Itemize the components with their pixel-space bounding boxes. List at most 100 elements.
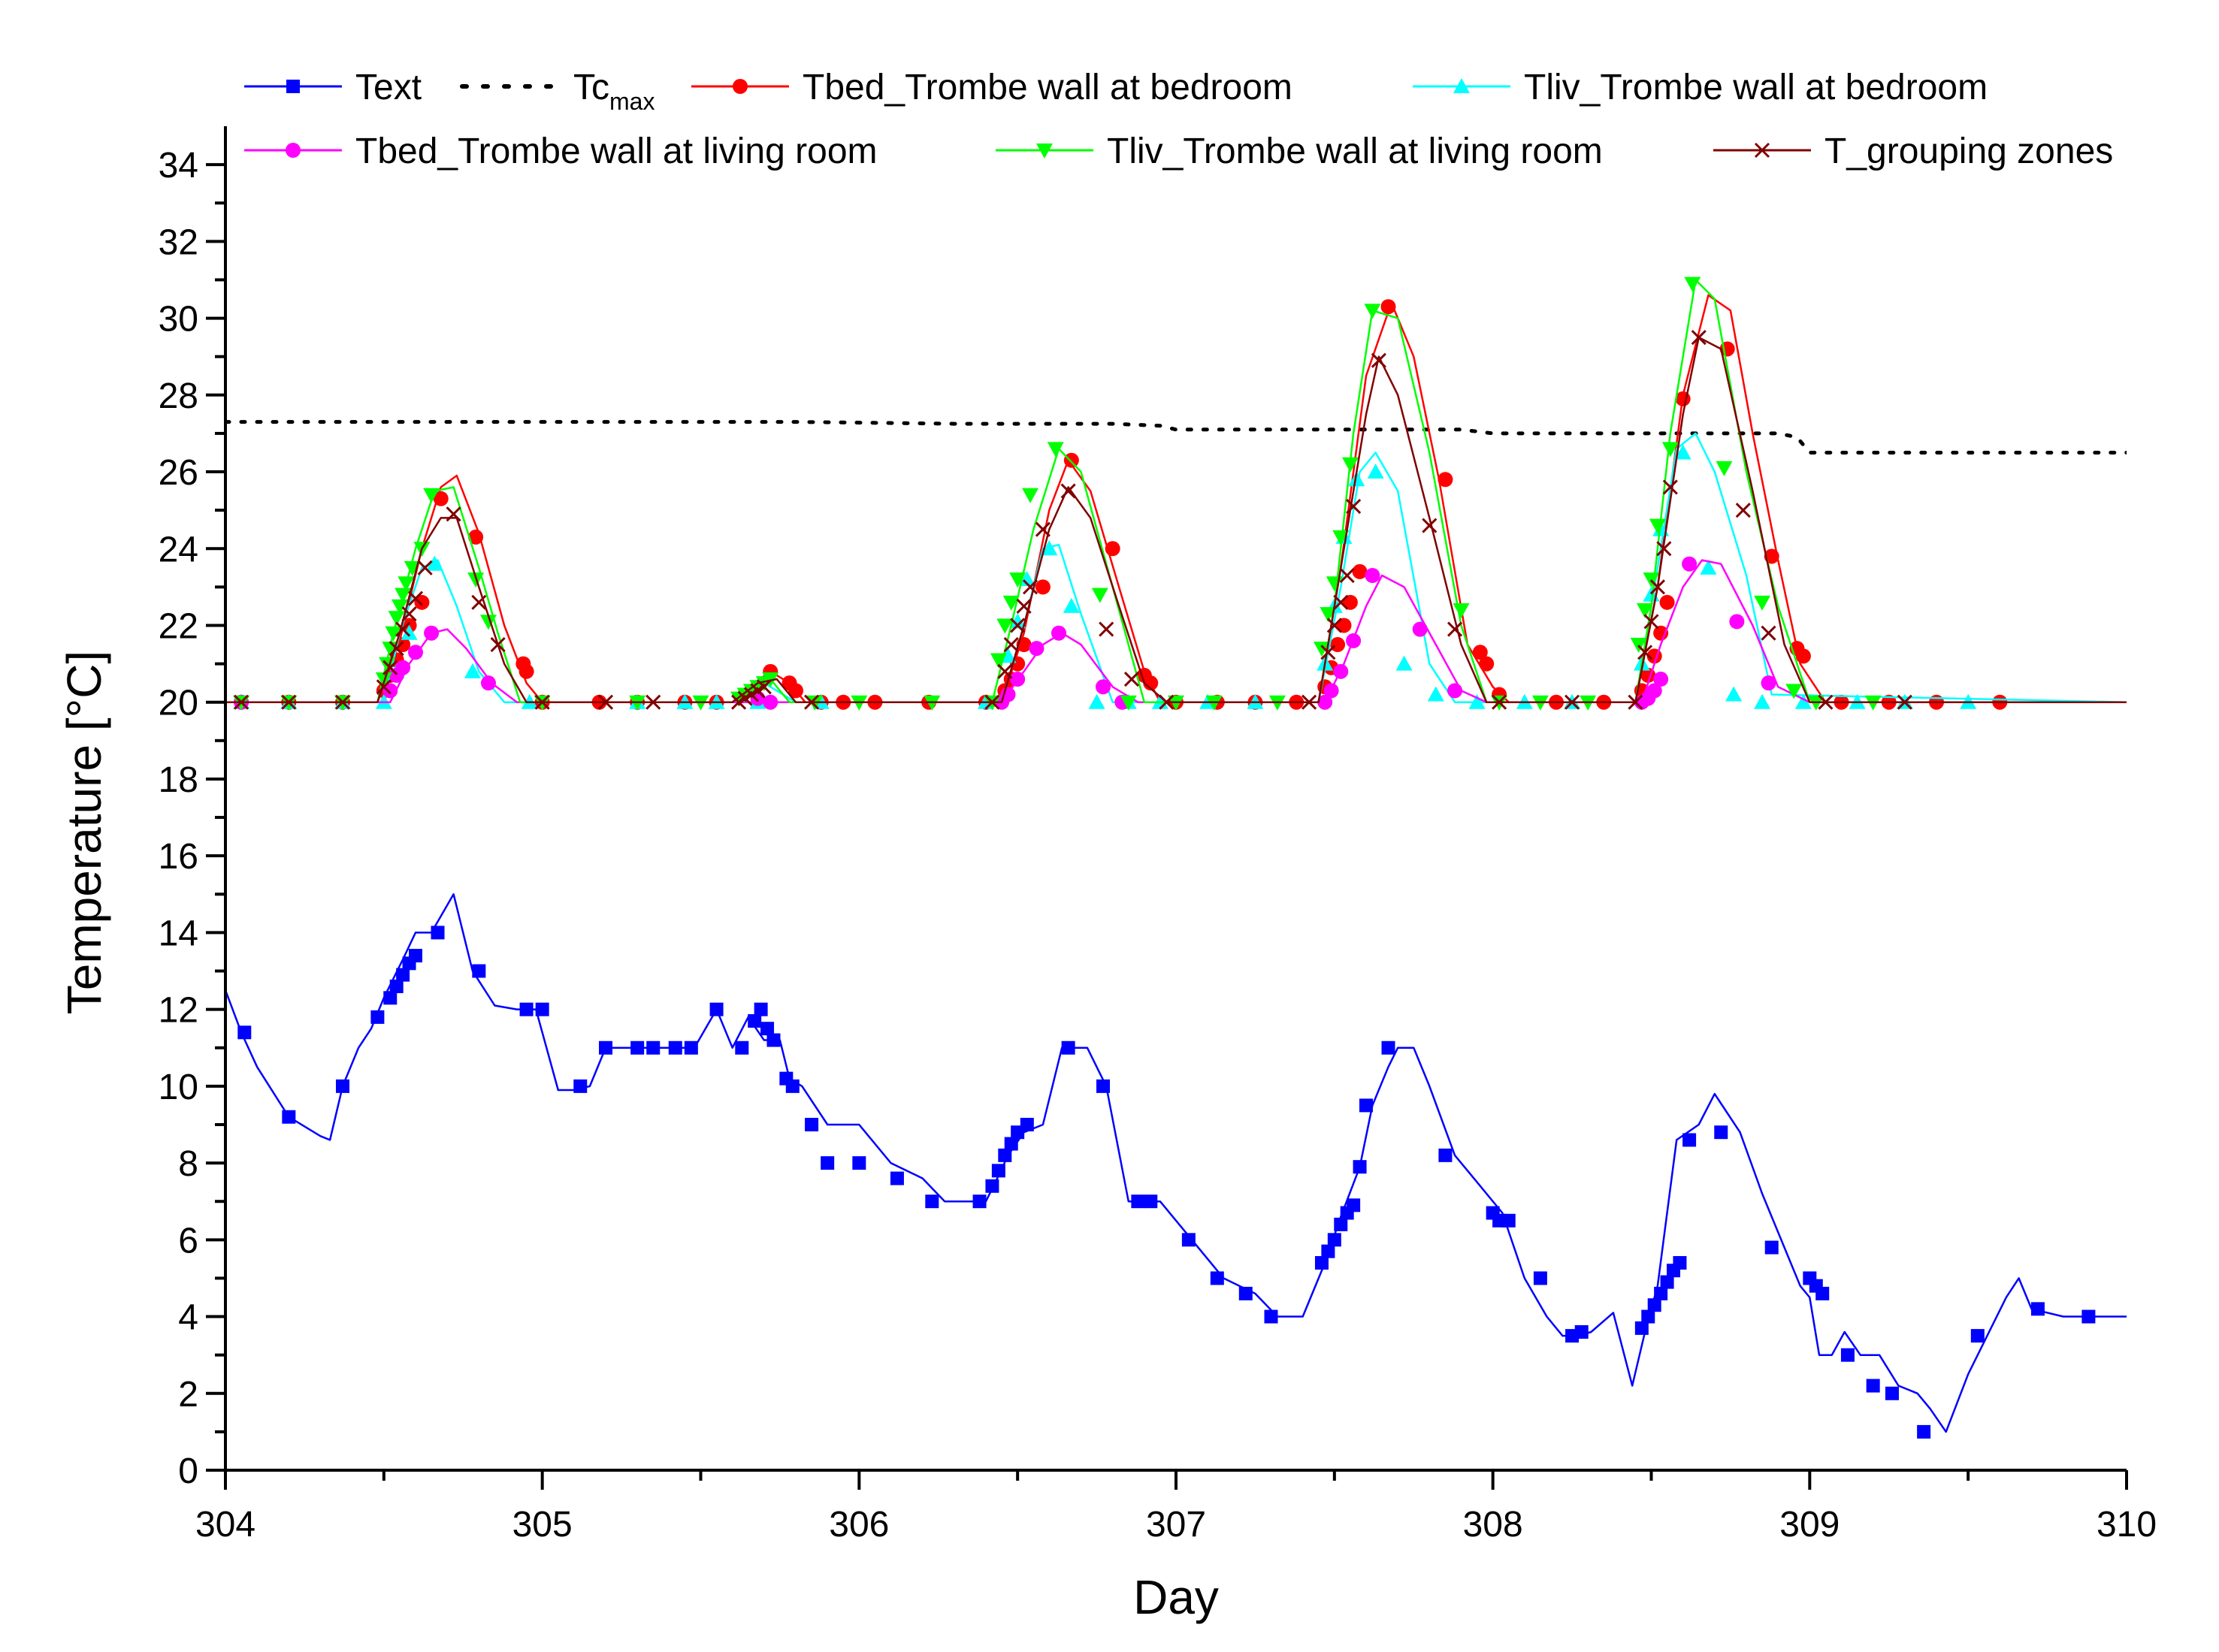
- data-point-tbed-trombe-wall-at-living-room: [1010, 672, 1026, 687]
- data-point-t-grouping-zones: [1022, 579, 1038, 595]
- data-point-t-grouping-zones: [1301, 694, 1317, 710]
- data-point-t-grouping-zones: [376, 679, 391, 695]
- data-point-t-grouping-zones: [804, 694, 820, 710]
- data-point-t-grouping-zones: [997, 663, 1013, 679]
- data-point-text: [735, 1040, 749, 1055]
- data-point-tbed-trombe-wall-at-living-room: [1729, 614, 1745, 630]
- data-point-tbed-trombe-wall-at-living-room: [1317, 694, 1333, 710]
- data-point-text: [1321, 1244, 1335, 1258]
- legend-label-tliv-trombe-wall-at-living-room: Tliv_Trombe wall at living room: [1107, 131, 1603, 171]
- x-tick-label: 307: [1146, 1505, 1206, 1545]
- data-point-tliv-trombe-wall-at-bedroom: [1754, 693, 1771, 709]
- y-tick-label: 0: [178, 1451, 198, 1491]
- data-point-tliv-trombe-wall-at-bedroom: [426, 555, 443, 571]
- x-tick-label: 305: [512, 1505, 573, 1545]
- legend-marker-tliv-trombe-wall-at-bedroom: [1453, 78, 1470, 93]
- data-point-tliv-trombe-wall-at-bedroom: [1009, 613, 1026, 629]
- data-point-text: [1647, 1298, 1661, 1312]
- data-point-tbed-trombe-wall-at-living-room: [1646, 683, 1662, 699]
- series-line-tbed-trombe-wall-at-living-room: [225, 559, 2127, 703]
- data-point-tbed-trombe-wall-at-living-room: [1346, 633, 1362, 648]
- data-point-t-grouping-zones: [1016, 598, 1032, 614]
- data-point-text: [1061, 1040, 1075, 1055]
- data-point-text: [383, 991, 398, 1005]
- data-point-t-grouping-zones: [388, 641, 404, 657]
- data-point-text: [852, 1156, 866, 1170]
- data-point-tliv-trombe-wall-at-living-room: [391, 599, 408, 615]
- data-point-text: [709, 1002, 724, 1016]
- data-point-text: [805, 1117, 819, 1131]
- series-text: [225, 893, 2127, 1439]
- data-point-tliv-trombe-wall-at-living-room: [1120, 695, 1137, 711]
- legend-label-tliv-trombe-wall-at-bedroom: Tliv_Trombe wall at bedroom: [1524, 68, 1988, 107]
- legend-entry-tbed-trombe-wall-at-living-room: Tbed_Trombe wall at living room: [244, 131, 878, 171]
- data-point-tbed-trombe-wall-at-bedroom: [1795, 648, 1811, 664]
- legend-label-text: Text: [355, 68, 422, 107]
- data-point-text: [785, 1079, 800, 1093]
- series-tbed-trombe-wall-at-bedroom: [225, 294, 2127, 710]
- data-point-text: [1815, 1286, 1830, 1300]
- data-point-text: [972, 1194, 987, 1209]
- x-tick-label: 308: [1463, 1505, 1523, 1545]
- data-point-text: [1533, 1271, 1547, 1285]
- data-point-text: [925, 1194, 939, 1209]
- data-point-tbed-trombe-wall-at-living-room: [1412, 621, 1428, 637]
- legend-entry-text: Text: [244, 68, 422, 107]
- data-point-tbed-trombe-wall-at-bedroom: [1342, 594, 1358, 610]
- data-point-tliv-trombe-wall-at-living-room: [398, 576, 415, 592]
- data-point-text: [535, 1002, 549, 1016]
- data-point-t-grouping-zones: [1564, 694, 1580, 710]
- data-point-tliv-trombe-wall-at-living-room: [1320, 607, 1337, 623]
- data-point-tbed-trombe-wall-at-living-room: [395, 660, 411, 675]
- data-point-tliv-trombe-wall-at-living-room: [395, 587, 412, 603]
- data-point-text: [282, 1110, 296, 1124]
- data-point-text: [1682, 1133, 1697, 1147]
- y-tick-label: 4: [178, 1298, 198, 1338]
- x-tick-label: 306: [829, 1505, 889, 1545]
- data-point-tbed-trombe-wall-at-living-room: [1323, 683, 1339, 699]
- data-point-tliv-trombe-wall-at-bedroom: [1427, 686, 1444, 702]
- data-point-t-grouping-zones: [471, 594, 487, 610]
- legend-entry-tliv-trombe-wall-at-bedroom: Tliv_Trombe wall at bedroom: [1413, 68, 1988, 107]
- data-point-tliv-trombe-wall-at-bedroom: [1367, 464, 1384, 479]
- data-point-text: [1917, 1424, 1931, 1439]
- data-point-t-grouping-zones: [1333, 594, 1349, 610]
- data-point-text: [1004, 1137, 1018, 1151]
- data-point-tbed-trombe-wall-at-bedroom: [1479, 656, 1495, 672]
- series-tbed-trombe-wall-at-living-room: [225, 556, 2127, 710]
- data-point-t-grouping-zones: [1371, 352, 1386, 368]
- data-point-t-grouping-zones: [1662, 479, 1678, 495]
- data-point-t-grouping-zones: [401, 606, 417, 622]
- legend-marker-tbed-trombe-wall-at-living-room: [286, 143, 301, 158]
- data-point-text: [1353, 1160, 1367, 1174]
- data-point-tliv-trombe-wall-at-bedroom: [1018, 571, 1035, 587]
- data-point-text: [684, 1040, 698, 1055]
- data-point-text: [1764, 1240, 1779, 1255]
- y-tick-label: 12: [159, 991, 198, 1031]
- data-point-text: [821, 1156, 835, 1170]
- data-point-text: [998, 1148, 1012, 1162]
- data-point-tliv-trombe-wall-at-bedroom: [464, 663, 481, 678]
- data-point-t-grouping-zones: [1735, 503, 1751, 518]
- data-point-tliv-trombe-wall-at-living-room: [1002, 595, 1020, 611]
- x-axis-title: Day: [1133, 1570, 1219, 1624]
- legend-entry-t-grouping-zones: T_grouping zones: [1713, 131, 2113, 171]
- axes: 304 305 306 307 308 309 3100246810121416182022…: [159, 126, 2157, 1545]
- data-point-tliv-trombe-wall-at-living-room: [479, 615, 497, 630]
- legend: Text Tcmax Tbed_Trombe wall at bedroom Tliv…: [244, 68, 2113, 171]
- data-point-text: [754, 1002, 768, 1016]
- data-point-t-grouping-zones: [382, 660, 398, 675]
- data-point-t-grouping-zones: [234, 694, 249, 710]
- data-point-tliv-trombe-wall-at-bedroom: [999, 648, 1017, 663]
- legend-marker-t-grouping-zones: [1754, 142, 1770, 159]
- data-point-t-grouping-zones: [446, 506, 461, 522]
- data-point-text: [472, 964, 486, 978]
- legend-label-t-grouping-zones: T_grouping zones: [1824, 131, 2113, 171]
- data-point-text: [1334, 1217, 1348, 1231]
- data-point-t-grouping-zones: [407, 590, 424, 606]
- data-point-text: [1501, 1213, 1516, 1228]
- data-point-t-grouping-zones: [1326, 618, 1342, 633]
- data-point-text: [1020, 1117, 1034, 1131]
- y-tick-label: 24: [159, 530, 198, 569]
